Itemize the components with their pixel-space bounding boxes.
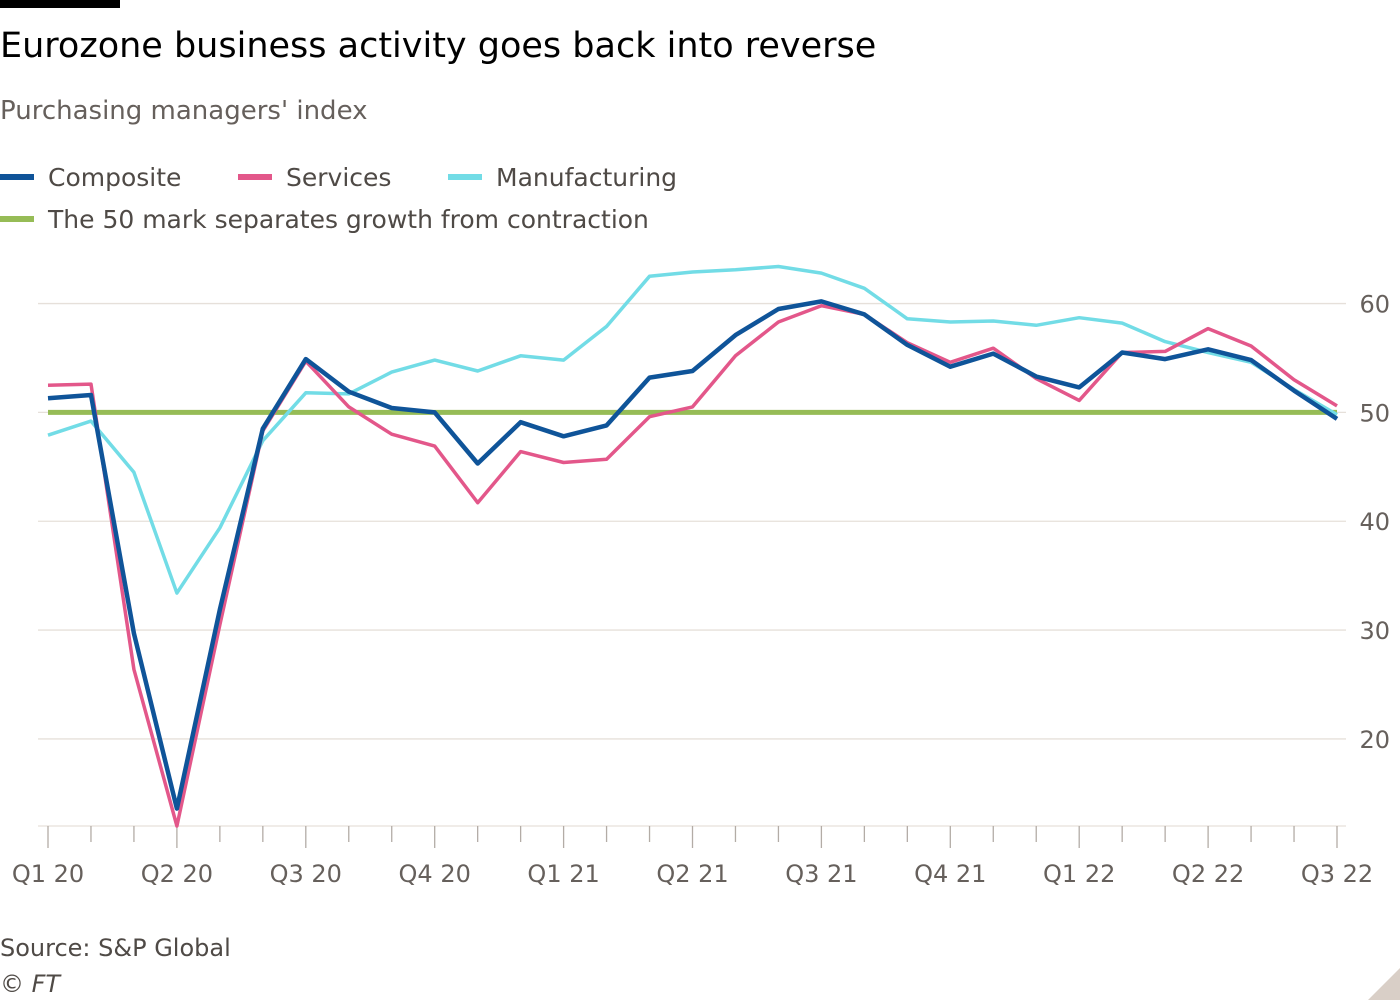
manufacturing-swatch [448, 174, 482, 180]
y-tick-label-60: 60 [1359, 291, 1390, 319]
series-line-manufacturing [47, 264, 1338, 595]
copyright-credit: © FT [0, 970, 61, 998]
source-note: Source: S&P Global [0, 934, 231, 962]
chart-title: Eurozone business activity goes back int… [0, 26, 877, 66]
x-tick-label-7: Q4 21 [914, 860, 986, 888]
legend-label-threshold: The 50 mark separates growth from contra… [48, 204, 649, 234]
x-tick-label-5: Q2 21 [656, 860, 728, 888]
series-line-composite [47, 299, 1339, 811]
x-tick-label-8: Q1 22 [1043, 860, 1115, 888]
x-tick-label-2: Q3 20 [270, 860, 342, 888]
series-line-services [47, 303, 1338, 828]
x-tick-label-1: Q2 20 [141, 860, 213, 888]
ft-top-bar [0, 0, 120, 8]
legend-row-1: Composite Services Manufacturing [0, 162, 677, 192]
legend-label-composite: Composite [48, 162, 182, 192]
y-tick-label-20: 20 [1359, 726, 1390, 754]
x-tick-label-10: Q3 22 [1301, 860, 1373, 888]
y-tick-label-40: 40 [1359, 508, 1390, 536]
legend-label-services: Services [286, 162, 392, 192]
legend-item-composite: Composite [0, 163, 238, 192]
x-tick-label-0: Q1 20 [12, 860, 84, 888]
services-swatch [238, 174, 272, 180]
x-tick-label-3: Q4 20 [399, 860, 471, 888]
legend-row-2: The 50 mark separates growth from contra… [0, 204, 649, 234]
chart-subtitle: Purchasing managers' index [0, 96, 368, 126]
legend-item-services: Services [238, 163, 448, 192]
y-tick-label-50: 50 [1359, 399, 1390, 427]
x-tick-label-4: Q1 21 [527, 860, 599, 888]
corner-fold-icon [1368, 968, 1400, 1000]
legend-label-manufacturing: Manufacturing [496, 162, 678, 192]
legend-item-threshold: The 50 mark separates growth from contra… [0, 205, 649, 234]
composite-swatch [0, 174, 34, 180]
pmi-line-chart: 20 30 40 50 60 Q1 20 Q2 20 Q3 20 Q4 20 Q1 21 Q2 21… [12, 264, 1390, 888]
x-tick-label-6: Q3 21 [785, 860, 857, 888]
legend-item-manufacturing: Manufacturing [448, 163, 677, 192]
x-tick-label-9: Q2 22 [1172, 860, 1244, 888]
threshold-swatch [0, 216, 34, 222]
y-tick-label-30: 30 [1359, 617, 1390, 645]
